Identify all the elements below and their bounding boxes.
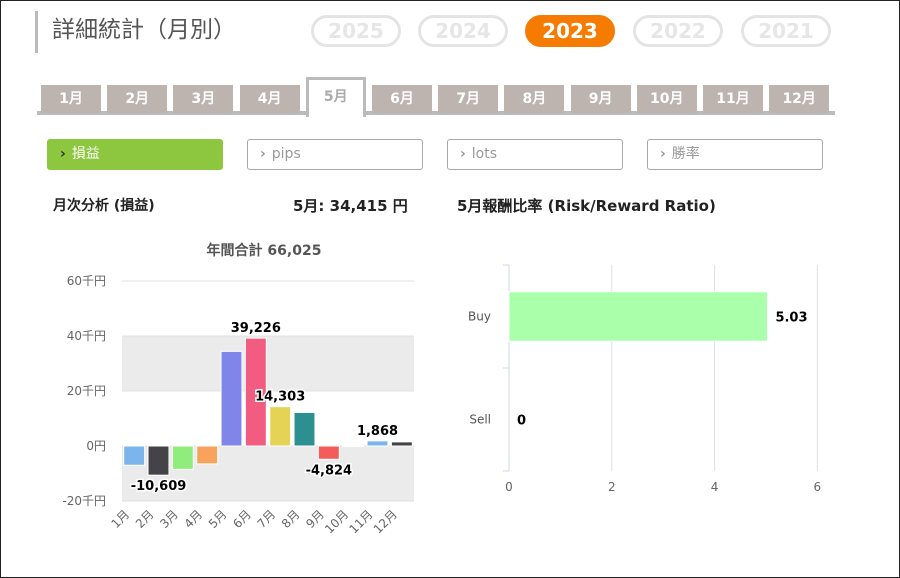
metric-winrate-button[interactable]: › 勝率	[647, 139, 823, 170]
monthly-profit-chart: 60千円 40千円 20千円 0円 -20千円 年間合計 66,025 1月 2月 -10,60…	[62, 242, 414, 536]
monthly-analysis-heading: 月次分析 (損益)	[53, 198, 155, 214]
month-tab-3[interactable]: 3月	[173, 85, 234, 113]
year-tab-2024[interactable]: 2024	[418, 15, 508, 47]
chevron-right-icon: ›	[60, 146, 66, 162]
x-tick-label: 1月	[109, 507, 133, 531]
year-tab-2022[interactable]: 2022	[633, 15, 723, 47]
x-tick-label: 6	[813, 480, 821, 494]
metric-label: 損益	[71, 146, 100, 162]
x-tick-label: 11月	[346, 507, 375, 536]
x-tick-label: 2月	[133, 507, 157, 531]
year-tab-2025[interactable]: 2025	[311, 15, 401, 47]
x-tick-label: 8月	[279, 507, 303, 531]
bar	[342, 445, 365, 447]
y-category-label: Sell	[469, 413, 491, 427]
month-tab-10[interactable]: 10月	[636, 85, 697, 113]
bar	[123, 445, 146, 466]
data-label: 1,868	[357, 424, 398, 439]
bar	[293, 411, 316, 447]
data-label: 5.03	[775, 311, 807, 326]
metric-profit-button[interactable]: › 損益	[47, 139, 223, 170]
x-tick-label: 10月	[322, 507, 351, 536]
risk-reward-heading: 5月報酬比率 (Risk/Reward Ratio)	[457, 197, 716, 215]
year-tab-2021[interactable]: 2021	[741, 15, 831, 47]
x-tick-label: 12月	[371, 507, 400, 536]
x-tick-label: 6月	[230, 507, 254, 531]
chevron-right-icon: ›	[260, 146, 266, 162]
bar	[269, 406, 292, 447]
x-tick-label: 7月	[255, 507, 279, 531]
y-tick-label: 40千円	[67, 329, 106, 343]
x-tick-label: 5月	[206, 507, 230, 531]
data-label: -4,824	[306, 463, 353, 478]
data-label: 14,303	[255, 390, 305, 405]
bar	[147, 445, 170, 476]
metric-label: pips	[271, 146, 301, 162]
bar	[366, 440, 389, 447]
data-label: 39,226	[231, 321, 281, 336]
metric-label: 勝率	[671, 146, 700, 162]
bar	[390, 441, 413, 447]
risk-reward-chart: 0 2 4 6 Buy 5.03 Sell 0	[468, 264, 821, 494]
metric-label: lots	[471, 146, 498, 162]
year-tab-2023[interactable]: 2023	[525, 15, 615, 47]
bar	[244, 337, 267, 447]
chevron-right-icon: ›	[460, 146, 466, 162]
chevron-right-icon: ›	[660, 146, 666, 162]
x-tick-label: 0	[505, 480, 513, 494]
month-tab-6[interactable]: 6月	[372, 85, 432, 113]
bar	[317, 445, 340, 460]
month-summary: 5月: 34,415 円	[293, 197, 408, 215]
month-tab-5[interactable]: 5月	[305, 77, 366, 117]
month-tabbar-divider	[37, 111, 835, 115]
data-label: 0	[517, 414, 526, 429]
page-title: 詳細統計（月別）	[35, 11, 236, 53]
month-tab-8[interactable]: 8月	[504, 85, 565, 113]
bar	[508, 291, 768, 342]
bar	[220, 350, 243, 447]
metric-pips-button[interactable]: › pips	[247, 139, 423, 170]
month-tab-1[interactable]: 1月	[41, 85, 101, 113]
x-tick-label: 3月	[157, 507, 181, 531]
data-label: -10,609	[131, 479, 187, 494]
bar	[196, 445, 219, 465]
bar	[171, 445, 194, 470]
x-tick-label: 4	[711, 480, 719, 494]
y-tick-label: -20千円	[62, 494, 106, 508]
month-tab-2[interactable]: 2月	[107, 85, 168, 113]
y-tick-label: 60千円	[67, 274, 106, 288]
month-tab-12[interactable]: 12月	[769, 85, 830, 113]
month-tab-9[interactable]: 9月	[570, 85, 631, 113]
metric-lots-button[interactable]: › lots	[447, 139, 623, 170]
month-tab-11[interactable]: 11月	[703, 85, 763, 113]
month-tab-4[interactable]: 4月	[239, 85, 300, 113]
chart-title: 年間合計 66,025	[207, 242, 322, 259]
y-tick-label: 0円	[86, 439, 106, 453]
x-tick-label: 2	[608, 480, 616, 494]
y-tick-label: 20千円	[67, 384, 106, 398]
plot-band	[122, 446, 414, 501]
y-category-label: Buy	[468, 310, 491, 324]
month-tab-7[interactable]: 7月	[438, 85, 499, 113]
x-tick-label: 4月	[182, 507, 206, 531]
plot-band	[122, 336, 414, 391]
